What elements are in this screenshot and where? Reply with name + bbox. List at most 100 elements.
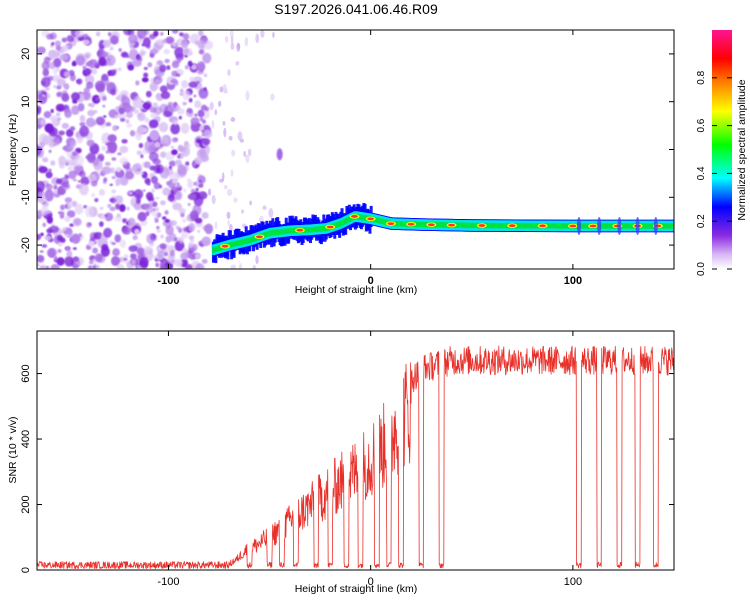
signal-peak-core	[427, 223, 435, 227]
noise-speckle	[175, 159, 182, 165]
noise-speckle	[182, 90, 191, 101]
noise-speckle	[45, 93, 51, 99]
noise-speckle	[222, 84, 227, 94]
noise-speckle	[182, 218, 187, 223]
noise-speckle	[52, 69, 58, 75]
noise-speckle	[77, 103, 85, 112]
noise-speckle	[214, 221, 218, 230]
noise-speckle	[262, 205, 267, 211]
noise-speckle	[228, 136, 233, 141]
noise-speckle	[194, 156, 203, 165]
noise-speckle	[175, 105, 181, 110]
noise-speckle	[59, 53, 69, 61]
noise-speckle	[71, 62, 76, 67]
noise-speckle	[44, 123, 54, 133]
noise-speckle	[117, 152, 122, 156]
signal-band-core	[671, 223, 674, 229]
noise-speckle	[141, 43, 145, 47]
noise-speckle	[190, 188, 196, 193]
noise-speckle	[79, 121, 86, 127]
noise-speckle	[94, 198, 99, 203]
noise-speckle	[175, 190, 183, 201]
noise-speckle	[162, 187, 171, 196]
noise-speckle	[42, 157, 49, 163]
noise-speckle	[101, 73, 109, 82]
noise-speckle	[149, 200, 154, 205]
noise-speckle	[101, 132, 112, 145]
noise-speckle	[101, 166, 112, 175]
snr-panel: -100 0 100 0 200 400 600 Height of straight l…	[7, 330, 675, 595]
noise-speckle	[50, 160, 56, 166]
noise-speckle	[245, 90, 250, 101]
noise-speckle	[133, 109, 140, 115]
noise-speckle	[105, 122, 112, 127]
noise-speckle	[85, 54, 90, 59]
noise-speckle	[97, 213, 103, 218]
noise-speckle	[45, 171, 53, 179]
noise-speckle	[227, 219, 230, 227]
snr-y-tick-label: 600	[20, 364, 32, 382]
noise-speckle	[163, 251, 169, 257]
noise-speckle	[37, 124, 42, 130]
noise-speckle	[124, 171, 135, 180]
noise-speckle	[120, 51, 129, 58]
noise-speckle	[211, 194, 216, 205]
noise-speckle	[104, 161, 111, 167]
noise-speckle	[231, 149, 236, 157]
noise-speckle	[49, 225, 59, 233]
noise-speckle	[200, 36, 209, 45]
noise-speckle	[194, 181, 200, 187]
noise-speckle	[56, 91, 63, 98]
noise-speckle	[109, 46, 114, 51]
noise-speckle	[178, 187, 182, 191]
noise-speckle	[152, 102, 159, 108]
noise-speckle	[154, 141, 161, 148]
noise-speckle	[166, 65, 171, 71]
noise-speckle	[179, 32, 184, 37]
noise-speckle	[129, 130, 136, 137]
noise-speckle	[192, 204, 202, 216]
noise-speckle	[201, 258, 208, 264]
noise-speckle	[44, 235, 52, 241]
noise-speckle	[118, 48, 122, 52]
noise-speckle	[158, 121, 169, 133]
noise-speckle	[155, 262, 160, 268]
noise-speckle	[226, 189, 233, 196]
signal-peak-core	[478, 224, 486, 227]
noise-speckle	[37, 143, 40, 146]
noise-speckle	[187, 180, 194, 189]
noise-speckle	[83, 204, 88, 209]
noise-speckle	[154, 78, 161, 85]
noise-speckle	[48, 168, 52, 173]
noise-speckle	[64, 256, 74, 267]
noise-speckle	[42, 68, 50, 77]
noise-speckle	[136, 197, 141, 204]
noise-speckle	[103, 115, 107, 118]
noise-speckle	[159, 200, 166, 206]
noise-speckle	[84, 68, 93, 75]
noise-speckle	[136, 150, 142, 156]
noise-speckle	[162, 216, 167, 220]
noise-speckle	[178, 236, 185, 244]
noise-speckle	[80, 176, 90, 186]
noise-speckle	[146, 233, 155, 244]
noise-speckle	[76, 136, 84, 144]
noise-speckle	[182, 33, 190, 41]
signal-peak-core	[508, 224, 516, 228]
noise-speckle	[46, 183, 50, 187]
noise-speckle	[143, 72, 149, 78]
isolated-blob	[276, 148, 283, 161]
noise-speckle	[79, 114, 86, 123]
noise-speckle	[217, 100, 222, 107]
colorbar-label: Normalized spectral amplitude	[736, 79, 748, 220]
noise-speckle	[170, 123, 181, 135]
noise-speckle	[48, 226, 53, 230]
noise-speckle	[236, 42, 241, 52]
noise-speckle	[244, 36, 249, 47]
noise-speckle	[56, 235, 64, 242]
noise-speckle	[112, 125, 118, 132]
noise-speckle	[136, 30, 147, 40]
noise-speckle	[126, 123, 132, 128]
noise-speckle	[117, 67, 122, 72]
